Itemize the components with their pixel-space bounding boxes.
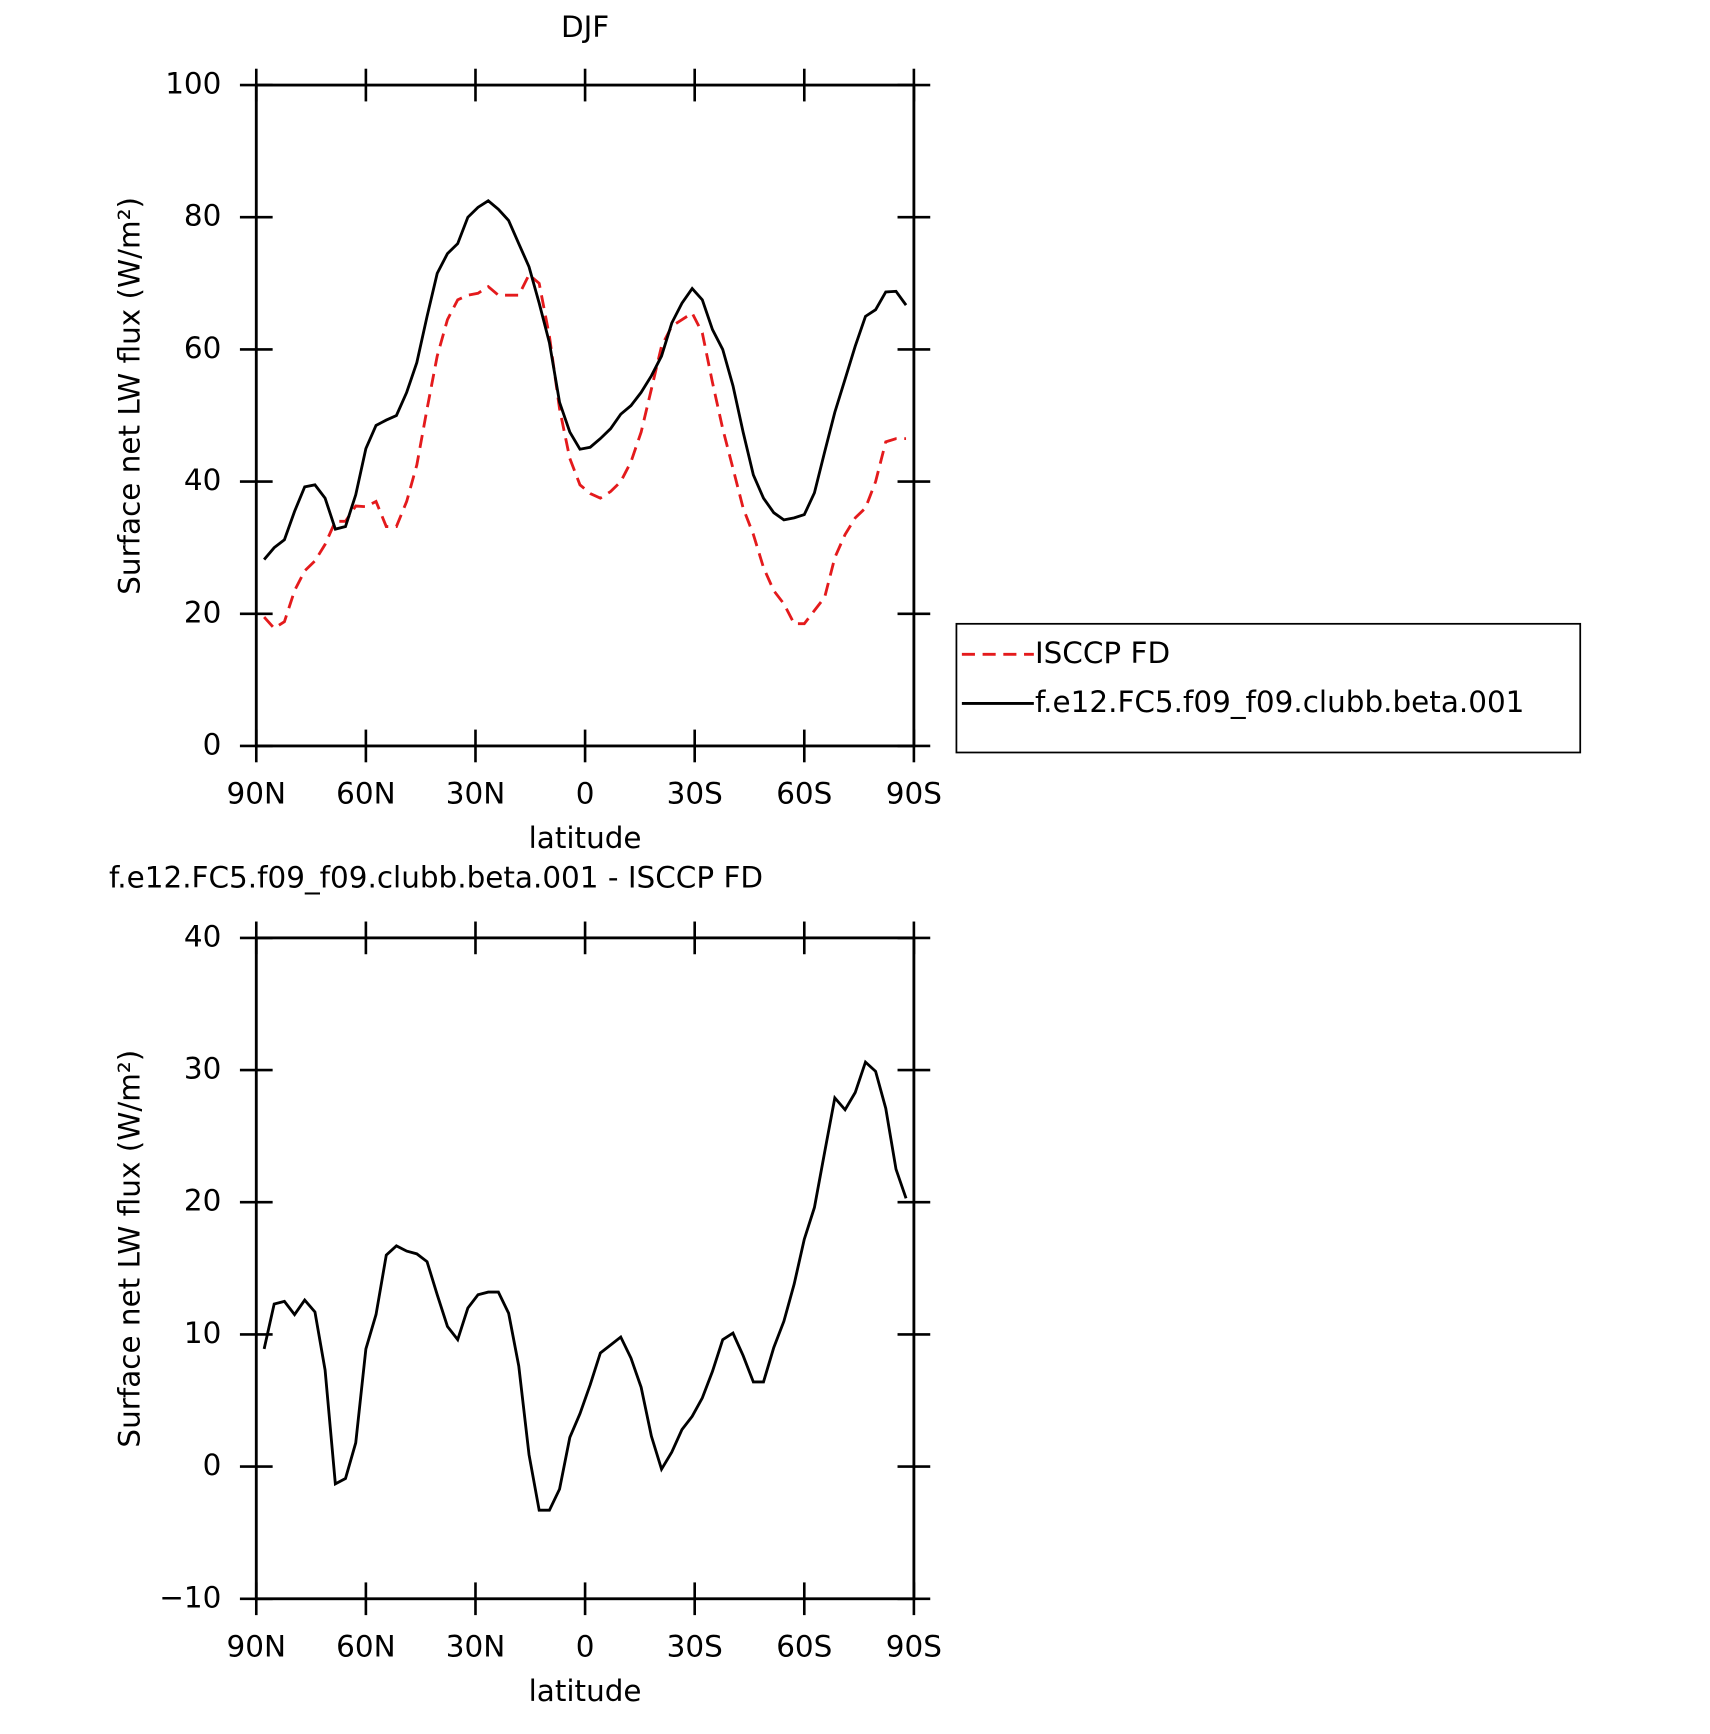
x-tick-label: 30N (446, 1629, 505, 1663)
x-tick-label: 0 (576, 777, 595, 811)
x-tick-label: 90S (886, 777, 942, 811)
x-tick-label: 60S (776, 777, 832, 811)
y-tick-label: 60 (184, 331, 221, 365)
y-tick-label: 40 (184, 463, 221, 497)
x-tick-label: 30N (446, 777, 505, 811)
plot-frame (254, 936, 916, 1601)
x-tick-label: 90N (227, 1629, 286, 1663)
x-tick-label: 60N (336, 1629, 395, 1663)
x-axis-label: latitude (529, 1674, 642, 1708)
y-tick-label: 0 (203, 727, 222, 761)
y-tick-label: 40 (184, 919, 221, 953)
plot-frame (254, 83, 916, 748)
x-tick-label: 30S (667, 777, 723, 811)
data-line (262, 1059, 908, 1512)
y-axis-label: Surface net LW flux (W/m²) (112, 1050, 146, 1448)
y-tick-label: 20 (184, 595, 221, 629)
x-tick-label: 30S (667, 1629, 723, 1663)
y-tick-label: 30 (184, 1052, 221, 1086)
x-tick-label: 60N (336, 777, 395, 811)
x-axis-label: latitude (529, 821, 642, 855)
data-line (263, 272, 907, 631)
legend-label: ISCCP FD (1035, 636, 1170, 670)
chart-title: DJF (561, 10, 609, 44)
y-tick-label: 10 (184, 1316, 221, 1350)
y-tick-label: 80 (184, 199, 221, 233)
y-tick-label: 20 (184, 1184, 221, 1218)
y-axis-label: Surface net LW flux (W/m²) (112, 197, 146, 595)
x-tick-label: 0 (576, 1629, 595, 1663)
x-tick-label: 90S (886, 1629, 942, 1663)
x-tick-label: 60S (776, 1629, 832, 1663)
chart-title: f.e12.FC5.f09_f09.clubb.beta.001 - ISCCP… (109, 860, 763, 894)
x-tick-label: 90N (227, 777, 286, 811)
legend-label: f.e12.FC5.f09_f09.clubb.beta.001 (1035, 685, 1524, 719)
y-tick-label: −10 (159, 1580, 221, 1614)
y-tick-label: 100 (165, 67, 221, 101)
legend-box (955, 622, 1582, 754)
y-tick-label: 0 (203, 1448, 222, 1482)
data-line (263, 199, 908, 561)
